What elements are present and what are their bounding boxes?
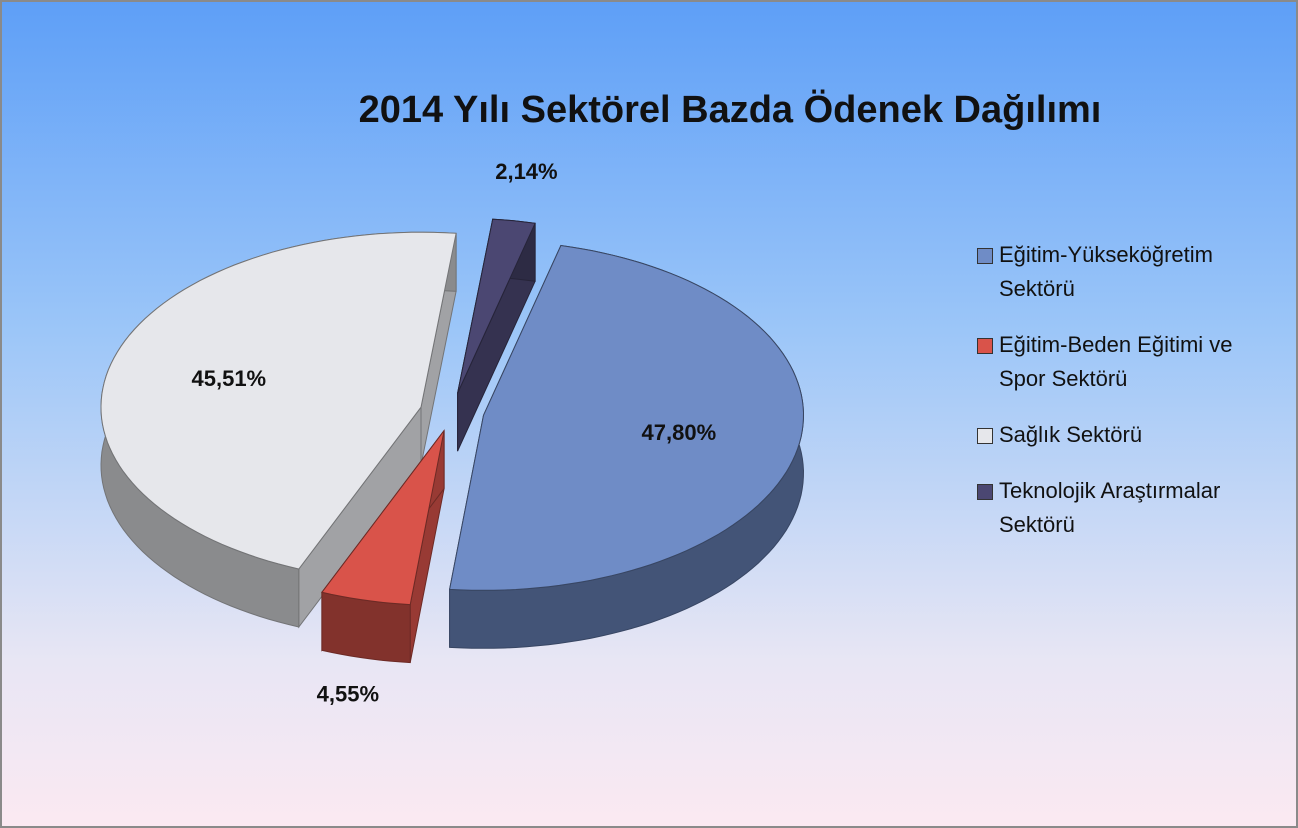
slice — [448, 244, 805, 591]
data-label: 45,51% — [192, 366, 267, 391]
legend-label: Teknolojik Araştırmalar Sektörü — [999, 478, 1221, 537]
data-label: 47,80% — [642, 420, 717, 445]
legend: Eğitim-Yükseköğretim Sektörü Eğitim-Beden… — [977, 238, 1277, 564]
legend-label: Eğitim-Yükseköğretim Sektörü — [999, 242, 1213, 301]
chart-title: 2014 Yılı Sektörel Bazda Ödenek Dağılımı — [359, 88, 1102, 131]
legend-swatch — [977, 248, 993, 264]
legend-item: Teknolojik Araştırmalar Sektörü — [977, 474, 1277, 542]
slice-tops — [100, 218, 805, 606]
slice — [100, 231, 457, 570]
legend-item: Eğitim-Yükseköğretim Sektörü — [977, 238, 1277, 306]
legend-item: Sağlık Sektörü — [977, 418, 1277, 452]
legend-item: Eğitim-Beden Eğitimi ve Spor Sektörü — [977, 328, 1277, 396]
legend-label: Eğitim-Beden Eğitimi ve Spor Sektörü — [999, 332, 1233, 391]
legend-swatch — [977, 484, 993, 500]
legend-swatch — [977, 428, 993, 444]
data-label: 2,14% — [495, 159, 557, 184]
legend-swatch — [977, 338, 993, 354]
data-label: 4,55% — [317, 681, 379, 706]
slice — [457, 218, 536, 394]
legend-label: Sağlık Sektörü — [999, 422, 1143, 447]
slice — [321, 430, 445, 606]
